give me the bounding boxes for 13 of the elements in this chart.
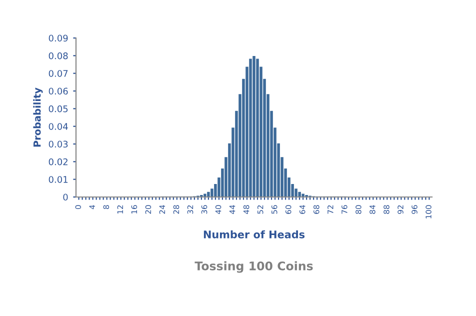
y-tick-label: 0.07 <box>48 70 68 77</box>
y-tick-label: 0.08 <box>48 52 68 60</box>
y-tick-label: 0.03 <box>48 140 68 148</box>
x-axis-title: Number of Heads <box>204 230 305 238</box>
y-tick-label: 0 <box>63 194 68 201</box>
y-tick-label: 0.06 <box>48 88 68 95</box>
y-tick-label: 0.05 <box>48 105 68 112</box>
y-tick-label: 0.02 <box>48 158 68 166</box>
y-tick-label: 0.09 <box>48 34 68 42</box>
text: Tossing 100 Coins <box>194 261 313 273</box>
y-tick-label: 0.04 <box>48 123 68 130</box>
y-tick-label: 0.01 <box>48 176 68 183</box>
y-axis-title: Probability <box>33 88 43 147</box>
